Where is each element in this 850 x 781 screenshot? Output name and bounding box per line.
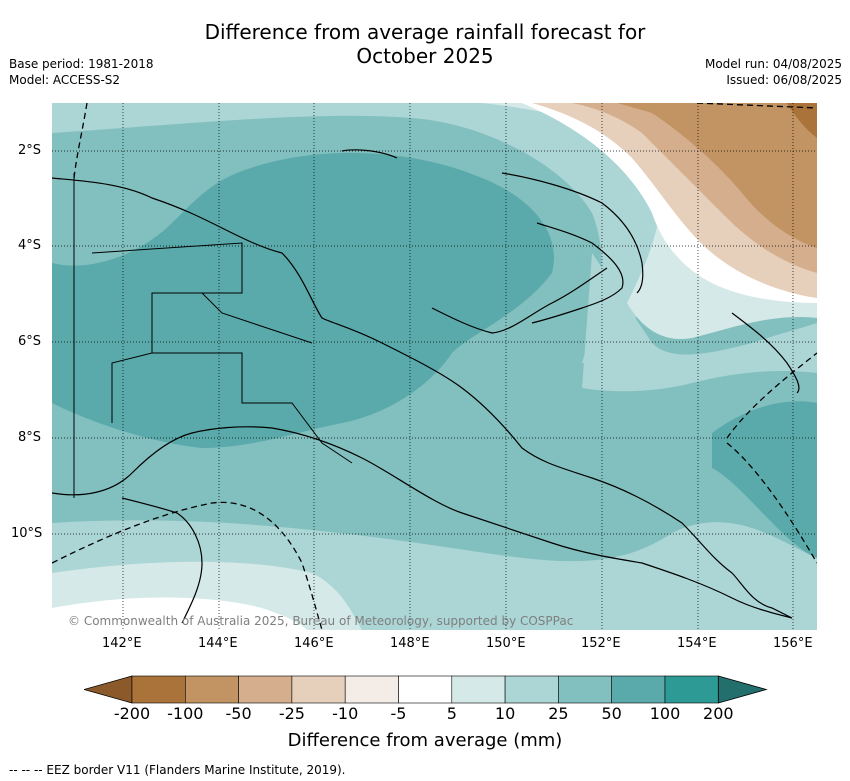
anomaly-band-50-100-interior [52,152,554,448]
y-tick-6S: 6°S [18,334,42,349]
manus-island-outline [341,149,398,159]
colorbar-arrow-high [717,675,768,704]
colorbar-segment [238,675,293,704]
y-tick-4S: 4°S [18,238,42,253]
colorbar-segment [558,675,612,704]
anomaly-band-10-25-northeast [582,253,817,392]
colorbar-tick-label: 200 [703,704,734,723]
rainfall-anomaly-map [52,103,817,630]
x-tick-146E: 146°E [294,636,334,651]
map-title-line-1: Difference from average rainfall forecas… [204,20,646,44]
colorbar-tick-label: 25 [548,704,569,723]
eez-border-group [52,103,817,630]
eez-border-south [52,501,323,630]
x-tick-144E: 144°E [198,636,238,651]
colorbar-segment [398,675,453,704]
province-border-southern [152,352,353,464]
colorbar-segment [291,675,346,704]
new-britain-outline [531,222,624,324]
colorbar-segments [84,675,768,704]
eez-border-northwest [73,103,88,179]
coastline-group [52,149,800,624]
cape-york-outline [121,497,203,624]
eez-border-northeast [696,103,817,109]
eez-legend-note: -- -- -- EEZ border V11 (Flanders Marine… [9,763,346,777]
base-period-label: Base period: 1981-2018 [9,57,154,71]
colorbar-tick-label: -200 [113,704,151,723]
y-tick-10S: 10°S [11,526,43,541]
y-tick-8S: 8°S [18,430,42,445]
colorbar-segment [664,675,719,704]
colorbar-segment [451,675,506,704]
colorbar-tick-label: 50 [601,704,622,723]
x-tick-150E: 150°E [486,636,526,651]
colorbar-tick-label: -10 [332,704,359,723]
x-tick-156E: 156°E [773,636,813,651]
bougainville-outline [731,312,800,394]
colorbar-segment [344,675,399,704]
colorbar-tick-label: -5 [390,704,407,723]
province-borders [73,173,353,498]
colorbar-tick-label: -50 [225,704,252,723]
colorbar-tick-label: -25 [278,704,305,723]
new-ireland-outline [501,172,644,294]
new-guinea-coastline [52,177,793,619]
x-tick-154E: 154°E [677,636,717,651]
colorbar-segment [611,675,666,704]
north-coast-line [431,267,608,334]
province-border-highlands [201,292,313,344]
colorbar-title: Difference from average (mm) [287,730,563,751]
model-run-label: Model run: 04/08/2025 [704,57,842,71]
colorbar-segment [504,675,559,704]
issued-label: Issued: 06/08/2025 [726,73,842,87]
copyright-notice: © Commonwealth of Australia 2025, Bureau… [68,614,574,628]
map-title-line-2: October 2025 [356,44,494,68]
colorbar [84,675,768,704]
colorbar-arrow-low [84,675,133,704]
x-tick-148E: 148°E [390,636,430,651]
graticule [52,103,817,630]
eez-border-east [726,352,817,439]
model-label: Model: ACCESS-S2 [9,73,121,87]
colorbar-segment [185,675,239,704]
colorbar-tick-label: 100 [649,704,681,723]
anomaly-band-minus-100-200 [787,103,817,138]
colorbar-tick-label: 10 [494,704,516,723]
colorbar-segment [131,675,186,704]
anomaly-band-neutral-south [52,597,307,630]
x-tick-142E: 142°E [102,636,142,651]
eez-border-southeast [726,442,817,564]
colorbar-tick-label: -100 [167,704,204,723]
colorbar-tick-label: 5 [446,704,457,723]
x-tick-152E: 152°E [581,636,621,651]
anomaly-band-50-100-east [712,401,817,558]
anomaly-band-minus-50-100 [617,103,817,248]
y-tick-2S: 2°S [18,143,42,158]
province-border-west [91,242,243,423]
